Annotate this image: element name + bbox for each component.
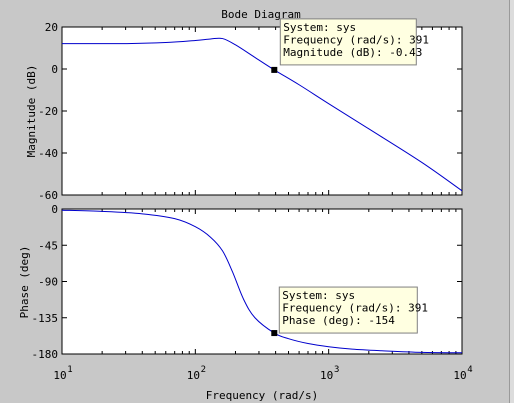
datatip-box	[278, 286, 418, 334]
magnitude-y-tick-labels: 20 0 -20 -40 -60	[38, 21, 58, 202]
datatip-line: System: sys	[283, 21, 356, 34]
datatip-line: Frequency (rad/s): 391	[283, 33, 429, 46]
datatip-marker[interactable]	[271, 330, 278, 337]
y-tick-label: 20	[45, 21, 58, 34]
datatip-line: Phase (deg): -154	[282, 314, 395, 327]
phase-y-tick-labels: 0 -45 -90 -135 -180	[32, 203, 59, 361]
y-tick-label: -20	[38, 105, 58, 118]
y-tick-label: -45	[38, 239, 58, 252]
y-tick-label: -90	[38, 276, 58, 289]
datatip-marker[interactable]	[271, 66, 278, 73]
x-tick-label: 10	[53, 369, 66, 382]
datatip-line: System: sys	[282, 289, 355, 302]
magnitude-y-axis-label: Magnitude (dB)	[25, 65, 38, 158]
phase-plot[interactable]: 0-45-90-135-180 10 1 10 2 10 3 10 4 Phase (deg)…	[18, 203, 473, 382]
x-tick-label-exponent: 2	[201, 365, 206, 375]
x-tick-label: 10	[453, 369, 466, 382]
y-tick-label: -60	[38, 189, 58, 202]
x-axis-label: Frequency (rad/s)	[206, 389, 319, 402]
y-tick-label: 0	[51, 63, 58, 76]
datatip-box	[279, 18, 417, 66]
phase-y-axis-label: Phase (deg)	[18, 246, 31, 319]
datatip-line: Frequency (rad/s): 391	[282, 302, 428, 315]
phase-x-tick-labels: 10 1 10 2 10 3 10 4	[53, 365, 472, 382]
window-edge	[509, 0, 514, 403]
phase-curve	[61, 209, 463, 354]
magnitude-plot[interactable]: 20 0 -20 -40 -60 Magnitude (dB) System: sysF…	[25, 18, 463, 202]
x-tick-label-exponent: 3	[334, 365, 339, 375]
x-tick-label-exponent: 4	[467, 365, 472, 375]
y-tick-label: 0	[51, 203, 58, 216]
y-tick-label: -40	[38, 147, 58, 160]
datatip-line: Magnitude (dB): -0.43	[283, 46, 422, 59]
x-tick-label: 10	[187, 369, 200, 382]
magnitude-curve	[61, 37, 463, 192]
y-tick-label: -135	[32, 312, 59, 325]
x-tick-label: 10	[320, 369, 333, 382]
figure-title: Bode Diagram	[221, 8, 301, 21]
y-tick-label: -180	[32, 348, 59, 361]
phase-ticks	[61, 208, 463, 355]
x-tick-label-exponent: 1	[67, 365, 72, 375]
